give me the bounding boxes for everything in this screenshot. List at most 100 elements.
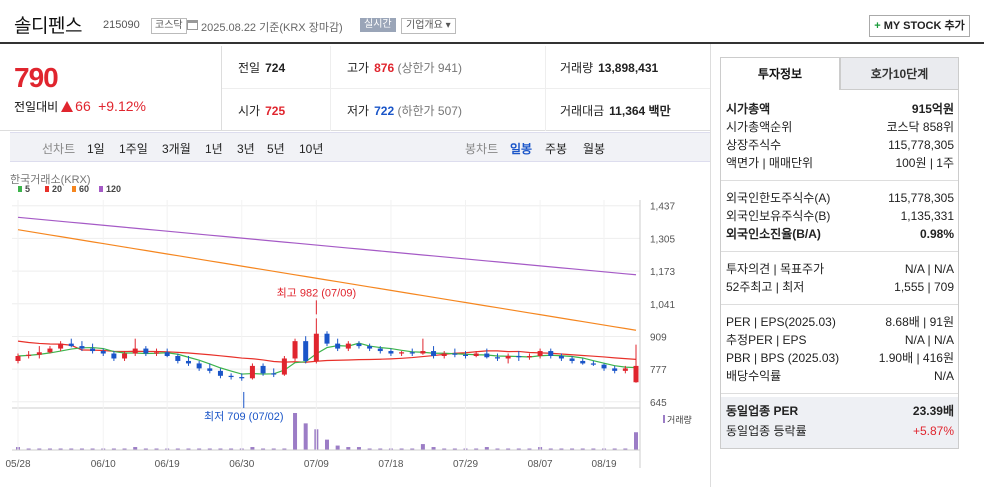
candle-body [409, 352, 415, 354]
candle-body [164, 352, 170, 356]
candle-body [463, 354, 469, 356]
stat-high: 고가 876 (상한가 941) [347, 61, 462, 75]
candle-body [228, 375, 234, 378]
volume-bar [325, 439, 329, 450]
candle-body [452, 353, 458, 355]
ma-legend-swatch [99, 186, 103, 192]
current-price: 790 [14, 62, 59, 93]
chart-source: 한국거래소(KRX) [10, 173, 91, 186]
date-basis: 2025.08.22 기준(KRX 장마감) [201, 22, 343, 34]
candle-weekly[interactable]: 주봉 [545, 142, 568, 156]
volume-bar [506, 448, 511, 450]
candle-body [281, 358, 287, 375]
candle-body [260, 365, 266, 374]
period-10y[interactable]: 10년 [299, 142, 324, 156]
panel-row-value: 915억원 [911, 102, 954, 116]
candle-body [143, 348, 149, 354]
low-annotation: 최저 709 (07/02) [204, 410, 284, 423]
panel-row-label: 동일업종 등락률 [726, 424, 807, 438]
stock-code: 215090 [103, 19, 140, 31]
candle-body [239, 377, 245, 379]
candle-body [100, 351, 106, 354]
panel-row: PER | EPS(2025.03) 8.68배 | 91원 [726, 313, 954, 331]
volume-bar [175, 448, 180, 450]
candle-body [548, 351, 554, 356]
stat-low: 저가 722 (하한가 507) [347, 104, 462, 118]
volume-bar [79, 448, 84, 450]
panel-row-label: 상장주식수 [726, 138, 782, 152]
panel-row-label: 외국인소진율(B/A) [726, 227, 821, 241]
volume-bar [111, 448, 116, 450]
panel-row-value: N/A | N/A [904, 333, 954, 347]
panel-row-label: 동일업종 PER [726, 404, 799, 418]
panel-row-label: 투자의견 | 목표주가 [726, 262, 825, 276]
y-tick-label: 1,173 [650, 267, 675, 278]
candle-body [590, 363, 596, 365]
panel-row-value: 115,778,305 [888, 138, 954, 152]
volume-bar [356, 447, 361, 450]
candle-body [271, 373, 277, 375]
candle-monthly[interactable]: 월봉 [583, 142, 606, 156]
ma-legend-swatch [72, 186, 76, 192]
candle-body [324, 333, 330, 344]
volume-bar [207, 448, 212, 450]
x-tick-label: 06/10 [91, 459, 116, 470]
candle-body [175, 356, 181, 361]
line-chart-label: 선차트 [42, 142, 76, 156]
realtime-button[interactable]: 실시간 [360, 18, 396, 32]
panel-row-value: N/A [933, 369, 954, 383]
candle-body [441, 353, 447, 356]
volume-bar [591, 448, 596, 450]
candle-body [122, 353, 128, 359]
high-annotation: 최고 982 (07/09) [277, 286, 357, 299]
period-5y[interactable]: 5년 [267, 142, 285, 156]
candle-body [484, 353, 490, 358]
period-1y[interactable]: 1년 [205, 142, 223, 156]
volume-bar [548, 448, 553, 450]
volume-bar [37, 448, 42, 450]
volume-bar [346, 447, 351, 450]
panel-row-value: 1,555 | 709 [894, 280, 954, 294]
volume-bar [612, 448, 617, 450]
volume-bar [47, 448, 52, 450]
stat-volume: 거래량 13,898,431 [560, 61, 659, 75]
y-tick-label: 1,305 [650, 234, 675, 245]
candle-body [36, 352, 42, 355]
panel-row-label: 외국인한도주식수(A) [726, 191, 831, 205]
period-3m[interactable]: 3개월 [162, 142, 191, 156]
panel-row-value: 1,135,331 [900, 209, 954, 223]
tab-investment-info[interactable]: 투자정보 [720, 57, 840, 90]
panel-row: 동일업종 등락률 +5.87% [726, 422, 954, 440]
price-chart[interactable]: 한국거래소(KRX)5 20 60 120 1,437 1,305 1,173 1,041 90… [0, 165, 705, 487]
volume-bar [90, 448, 95, 450]
company-overview-dropdown[interactable]: 기업개요 ▾ [401, 18, 456, 34]
panel-row: 시가총액순위 코스닥 858위 [726, 118, 954, 136]
period-1w[interactable]: 1주일 [119, 142, 148, 156]
candle-body [58, 343, 64, 349]
candle-body [601, 364, 607, 369]
calendar-icon [187, 20, 198, 30]
candle-body [388, 351, 394, 354]
candle-body [313, 333, 319, 361]
x-tick-label: 07/29 [453, 459, 478, 470]
panel-row-label: 시가총액 [726, 102, 771, 116]
my-stock-add-button[interactable]: + MY STOCK 추가 [869, 15, 970, 37]
volume-bar [133, 447, 138, 450]
ma5-line [17, 342, 637, 375]
candle-daily[interactable]: 일봉 [510, 142, 533, 156]
candle-body [377, 348, 383, 352]
panel-row: PBR | BPS (2025.03) 1.90배 | 416원 [726, 349, 954, 367]
candle-body [132, 348, 138, 354]
candle-body [207, 368, 213, 371]
tab-orderbook[interactable]: 호가10단계 [840, 57, 959, 90]
y-tick-label: 1,041 [650, 300, 675, 311]
candle-body [292, 341, 298, 359]
panel-row: 시가총액 915억원 [726, 100, 954, 118]
volume-bar [122, 448, 127, 450]
chart-toolbar: 선차트 1일 1주일 3개월 1년 3년 5년 10년 봉차트 일봉 주봉 월봉 [10, 132, 710, 162]
period-1d[interactable]: 1일 [87, 142, 105, 156]
ma-legend-label: 20 [52, 184, 62, 194]
volume-bar [634, 432, 638, 450]
period-3y[interactable]: 3년 [237, 142, 255, 156]
